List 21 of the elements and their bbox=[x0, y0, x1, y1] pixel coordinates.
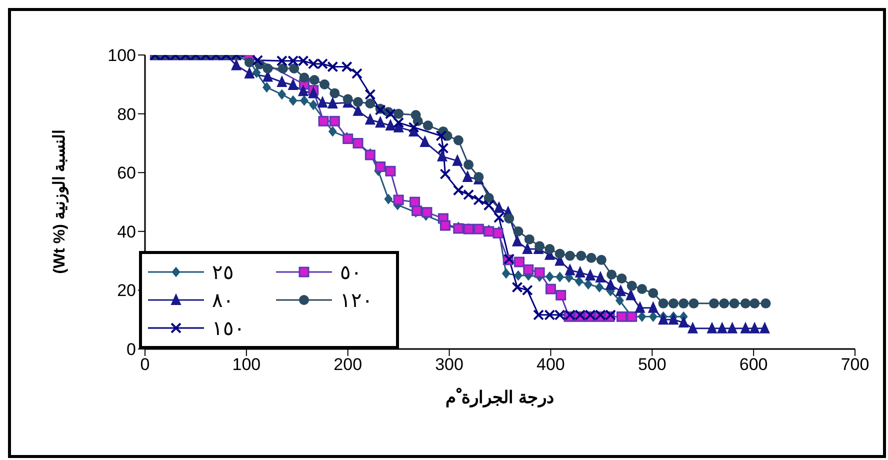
x-tick-label: 400 bbox=[536, 355, 565, 374]
legend-label: ٥٠ bbox=[340, 260, 363, 284]
y-axis-title: (Wt %) النسبة الوزنية bbox=[52, 130, 70, 274]
y-tick-label: 0 bbox=[126, 340, 136, 360]
y-tick-label: 60 bbox=[117, 164, 136, 183]
x-tick-label: 500 bbox=[638, 355, 666, 374]
x-tick-label: 100 bbox=[232, 355, 261, 374]
x-tick-label: 0 bbox=[140, 355, 150, 374]
x-tick-label: 300 bbox=[435, 355, 464, 374]
x-tick-label: 700 bbox=[840, 355, 870, 374]
y-tick-label: 20 bbox=[117, 281, 136, 300]
legend-label: ١٢٠ bbox=[340, 288, 374, 312]
y-tick-label: 40 bbox=[117, 222, 136, 242]
legend-label: ٨٠ bbox=[212, 288, 235, 312]
legend-label: ٢٥ bbox=[212, 260, 235, 284]
x-tick-label: 600 bbox=[739, 355, 768, 374]
legend-label: ١٥٠ bbox=[212, 316, 246, 340]
x-axis-title: درجة الجرارة ْم bbox=[446, 387, 554, 408]
x-tick-label: 200 bbox=[334, 355, 362, 374]
y-tick-label: 80 bbox=[117, 104, 136, 124]
y-tick-label: 100 bbox=[108, 46, 136, 66]
